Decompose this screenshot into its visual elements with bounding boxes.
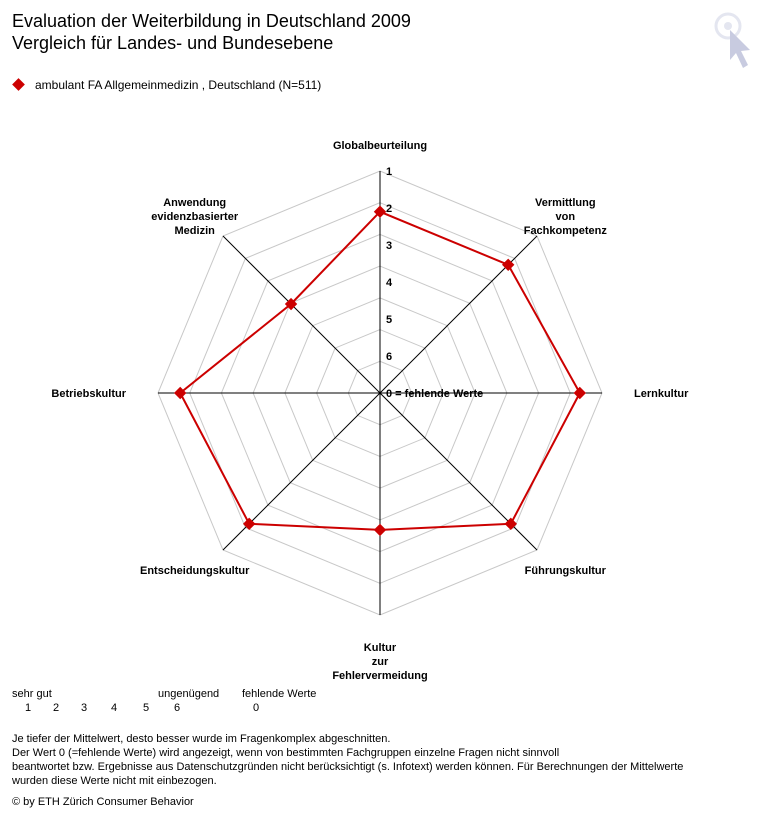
axis-label: Globalbeurteilung <box>333 140 427 152</box>
data-point-marker <box>504 517 518 531</box>
scale-tick-label: 6 <box>386 351 392 363</box>
data-point-marker <box>373 205 387 218</box>
scale-legend: sehr gut ungenügend fehlende Werte 1 2 3… <box>12 688 342 716</box>
radar-series <box>173 205 587 537</box>
data-point-marker <box>242 517 256 531</box>
radar-chart: 1 2 3 4 5 6 0 = fehlende Werte Globalbeurteilu… <box>51 140 689 682</box>
note-line: beantwortet bzw. Ergebnisse aus Datensch… <box>12 761 684 773</box>
scale-tick-label: 1 <box>386 166 392 178</box>
scale-tick-label: 0 = fehlende Werte <box>386 388 483 400</box>
scale-label-worst: ungenügend <box>158 688 220 700</box>
legend-label: ambulant FA Allgemeinmedizin , Deutschla… <box>35 78 322 92</box>
axis-label: Anwendung evidenzbasierter Medizin <box>151 197 239 237</box>
radar-scale-labels: 1 2 3 4 5 6 0 = fehlende Werte <box>386 166 483 400</box>
chart-legend: ambulant FA Allgemeinmedizin , Deutschla… <box>12 78 321 92</box>
copyright: © by ETH Zürich Consumer Behavior <box>12 796 194 808</box>
data-point-marker <box>573 386 587 400</box>
radar-axis-labels: Globalbeurteilung Vermittlung von Fachkompe… <box>51 140 689 682</box>
axis-label: Vermittlung von Fachkompetenz <box>524 197 608 237</box>
note-line: wurden diese Werte nicht mit einbezogen. <box>12 775 217 787</box>
explanation-notes: Je tiefer der Mittelwert, desto besser w… <box>12 732 683 788</box>
data-point-marker <box>173 386 187 400</box>
scale-tick-label: 4 <box>386 277 393 289</box>
data-point-marker <box>501 258 515 272</box>
radar-axes <box>158 171 602 615</box>
scale-number: 6 <box>174 702 181 714</box>
data-point-marker <box>373 523 387 537</box>
chart-title: Evaluation der Weiterbildung in Deutschl… <box>12 11 411 31</box>
note-line: Der Wert 0 (=fehlende Werte) wird angeze… <box>12 747 560 759</box>
scale-label-missing: fehlende Werte <box>242 688 317 700</box>
chart-subtitle: Vergleich für Landes- und Bundesebene <box>12 33 334 53</box>
scale-tick-label: 3 <box>386 240 392 252</box>
scale-tick-label: 2 <box>386 203 392 215</box>
axis-label: Betriebskultur <box>51 388 126 400</box>
cursor-target-icon <box>714 12 750 68</box>
axis-label: Lernkultur <box>634 388 689 400</box>
note-line: Je tiefer der Mittelwert, desto besser w… <box>12 733 391 745</box>
scale-number: 3 <box>81 702 88 714</box>
scale-number: 1 <box>25 702 32 714</box>
scale-number: 2 <box>53 702 60 714</box>
axis-spoke <box>379 235 538 394</box>
scale-label-best: sehr gut <box>12 688 52 700</box>
axis-label: Kultur zur Fehlervermeidung <box>332 642 427 682</box>
axis-label: Führungskultur <box>525 565 607 577</box>
axis-label: Entscheidungskultur <box>140 565 250 577</box>
scale-tick-label: 5 <box>386 314 392 326</box>
data-point-marker <box>284 297 298 311</box>
scale-number: 4 <box>111 702 118 714</box>
scale-number: 0 <box>253 702 260 714</box>
scale-number: 5 <box>143 702 150 714</box>
axis-spoke <box>222 235 381 394</box>
